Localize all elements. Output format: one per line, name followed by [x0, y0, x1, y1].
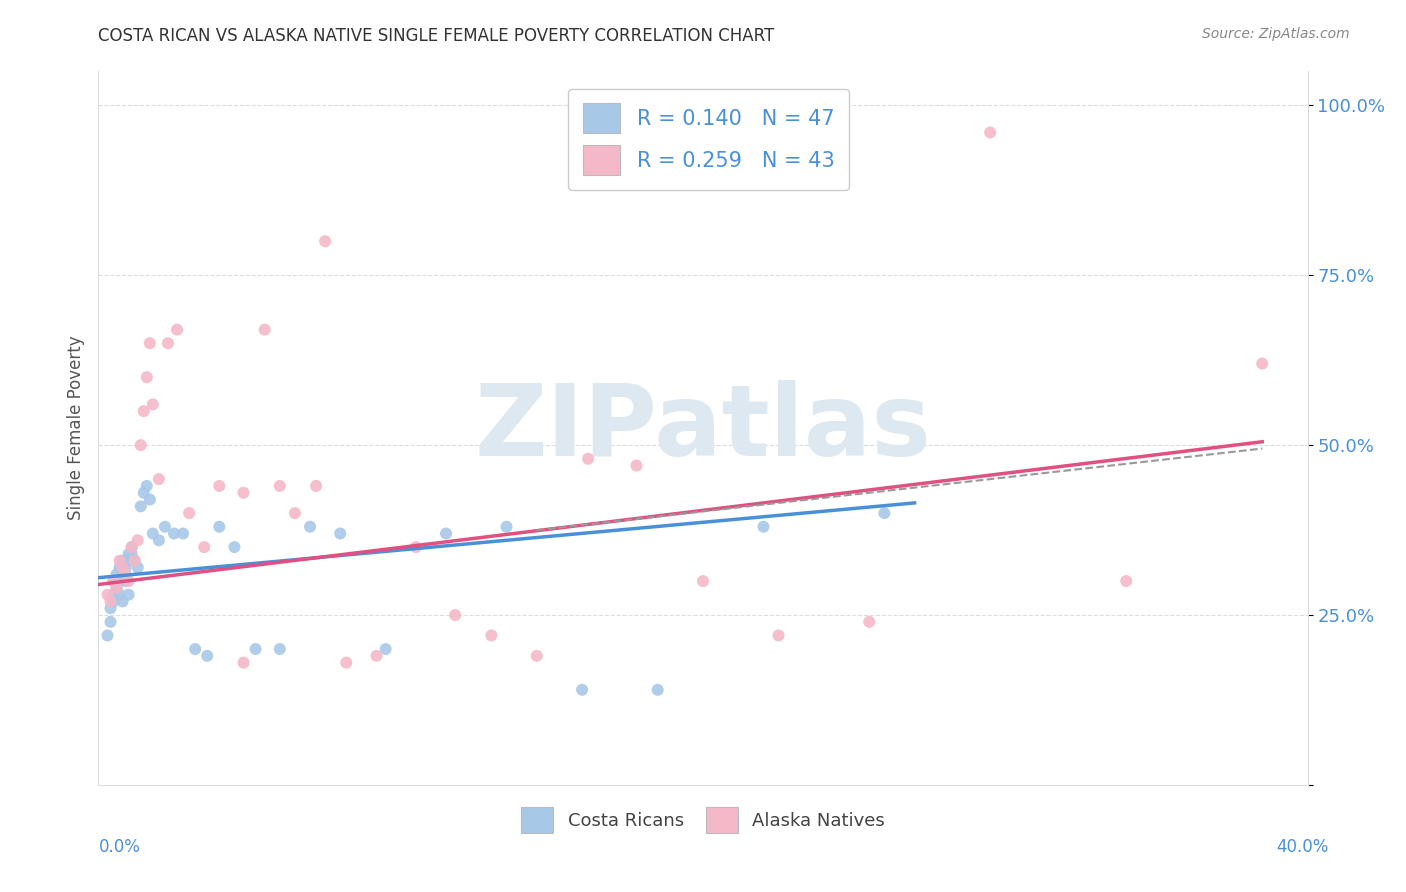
Text: ZIPatlas: ZIPatlas: [475, 380, 931, 476]
Point: [172, 526, 194, 541]
Point: [142, 397, 165, 411]
Point: [132, 404, 155, 418]
Point: [366, 648, 388, 663]
Point: [692, 574, 714, 588]
Point: [195, 648, 218, 663]
Point: [269, 642, 291, 657]
Text: 40.0%: 40.0%: [1277, 838, 1329, 856]
Point: [444, 608, 467, 623]
Point: [121, 540, 143, 554]
Point: [405, 540, 427, 554]
Point: [153, 519, 176, 533]
Text: 0.0%: 0.0%: [98, 838, 141, 856]
Point: [103, 594, 125, 608]
Point: [1251, 357, 1274, 371]
Point: [768, 628, 790, 642]
Point: [979, 126, 1001, 140]
Point: [135, 479, 157, 493]
Point: [179, 506, 201, 520]
Point: [114, 560, 136, 574]
Point: [105, 581, 128, 595]
Point: [121, 547, 143, 561]
Point: [305, 479, 328, 493]
Point: [111, 594, 134, 608]
Point: [647, 682, 669, 697]
Point: [299, 519, 322, 533]
Point: [129, 438, 152, 452]
Point: [103, 574, 125, 588]
Point: [148, 533, 170, 548]
Point: [127, 533, 149, 548]
Point: [121, 540, 143, 554]
Point: [571, 682, 593, 697]
Point: [108, 554, 131, 568]
Point: [374, 642, 396, 657]
Point: [314, 234, 336, 248]
Point: [163, 526, 186, 541]
Point: [108, 588, 131, 602]
Point: [108, 560, 131, 574]
Point: [139, 492, 162, 507]
Point: [103, 574, 125, 588]
Point: [105, 567, 128, 582]
Point: [245, 642, 267, 657]
Point: [156, 336, 179, 351]
Point: [495, 519, 517, 533]
Point: [103, 588, 125, 602]
Text: Source: ZipAtlas.com: Source: ZipAtlas.com: [1202, 27, 1350, 41]
Point: [100, 601, 122, 615]
Point: [434, 526, 457, 541]
Point: [96, 588, 118, 602]
Point: [253, 323, 276, 337]
Point: [752, 519, 775, 533]
Point: [118, 574, 141, 588]
Point: [626, 458, 648, 473]
Point: [124, 554, 146, 568]
Point: [148, 472, 170, 486]
Point: [129, 500, 152, 514]
Point: [193, 540, 215, 554]
Point: [105, 581, 128, 595]
Point: [208, 479, 231, 493]
Point: [335, 656, 357, 670]
Point: [873, 506, 896, 520]
Point: [166, 323, 188, 337]
Point: [108, 574, 131, 588]
Point: [96, 628, 118, 642]
Text: COSTA RICAN VS ALASKA NATIVE SINGLE FEMALE POVERTY CORRELATION CHART: COSTA RICAN VS ALASKA NATIVE SINGLE FEMA…: [98, 27, 775, 45]
Point: [114, 567, 136, 582]
Point: [284, 506, 307, 520]
Point: [100, 594, 122, 608]
Point: [232, 656, 254, 670]
Point: [858, 615, 880, 629]
Point: [184, 642, 207, 657]
Point: [135, 370, 157, 384]
Point: [329, 526, 352, 541]
Point: [127, 560, 149, 574]
Point: [111, 567, 134, 582]
Point: [481, 628, 503, 642]
Point: [232, 485, 254, 500]
Point: [269, 479, 291, 493]
Point: [132, 485, 155, 500]
Point: [111, 554, 134, 568]
Point: [124, 554, 146, 568]
Point: [118, 547, 141, 561]
Point: [576, 451, 599, 466]
Point: [139, 336, 162, 351]
Point: [118, 554, 141, 568]
Point: [526, 648, 548, 663]
Point: [208, 519, 231, 533]
Point: [224, 540, 246, 554]
Point: [100, 615, 122, 629]
Point: [142, 526, 165, 541]
Legend: Costa Ricans, Alaska Natives: Costa Ricans, Alaska Natives: [513, 800, 893, 840]
Point: [1115, 574, 1137, 588]
Point: [114, 574, 136, 588]
Point: [111, 560, 134, 574]
Point: [118, 588, 141, 602]
Y-axis label: Single Female Poverty: Single Female Poverty: [66, 336, 84, 520]
